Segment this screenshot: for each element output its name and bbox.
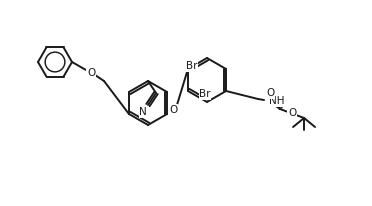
Text: O: O <box>169 105 177 115</box>
Text: O: O <box>288 108 296 118</box>
Text: Br: Br <box>186 61 198 71</box>
Text: O: O <box>266 88 274 98</box>
Text: N: N <box>139 107 147 117</box>
Text: Br: Br <box>199 89 211 99</box>
Text: O: O <box>87 68 95 78</box>
Text: NH: NH <box>269 96 285 106</box>
